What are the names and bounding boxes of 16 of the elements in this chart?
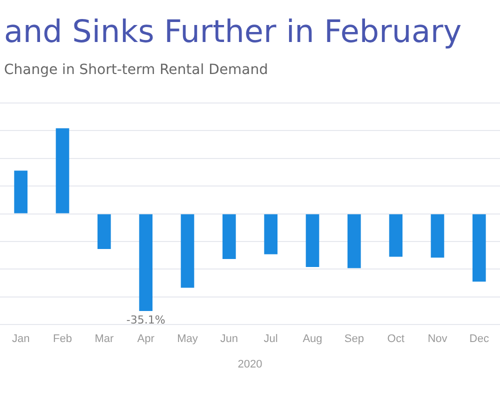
x-tick-label: Jan (12, 333, 30, 346)
x-tick-label: Mar (94, 333, 114, 346)
x-tick-label: Nov (428, 333, 448, 346)
x-tick-label: Oct (387, 333, 404, 346)
x-axis-title: 2020 (238, 358, 262, 370)
x-tick-label: Jun (220, 333, 238, 346)
x-tick-label: Sep (344, 333, 364, 346)
data-label: -35.1% (126, 313, 166, 326)
x-tick-label: Aug (302, 333, 322, 346)
x-tick-label: Jul (264, 333, 278, 346)
x-tick-label: Dec (469, 333, 490, 346)
x-tick-label: Feb (53, 333, 72, 346)
chart-subtitle: Change in Short-term Rental Demand (4, 62, 268, 78)
x-tick-label: Apr (137, 333, 155, 346)
chart-title: and Sinks Further in February (4, 14, 462, 50)
x-tick-label: May (177, 333, 198, 346)
